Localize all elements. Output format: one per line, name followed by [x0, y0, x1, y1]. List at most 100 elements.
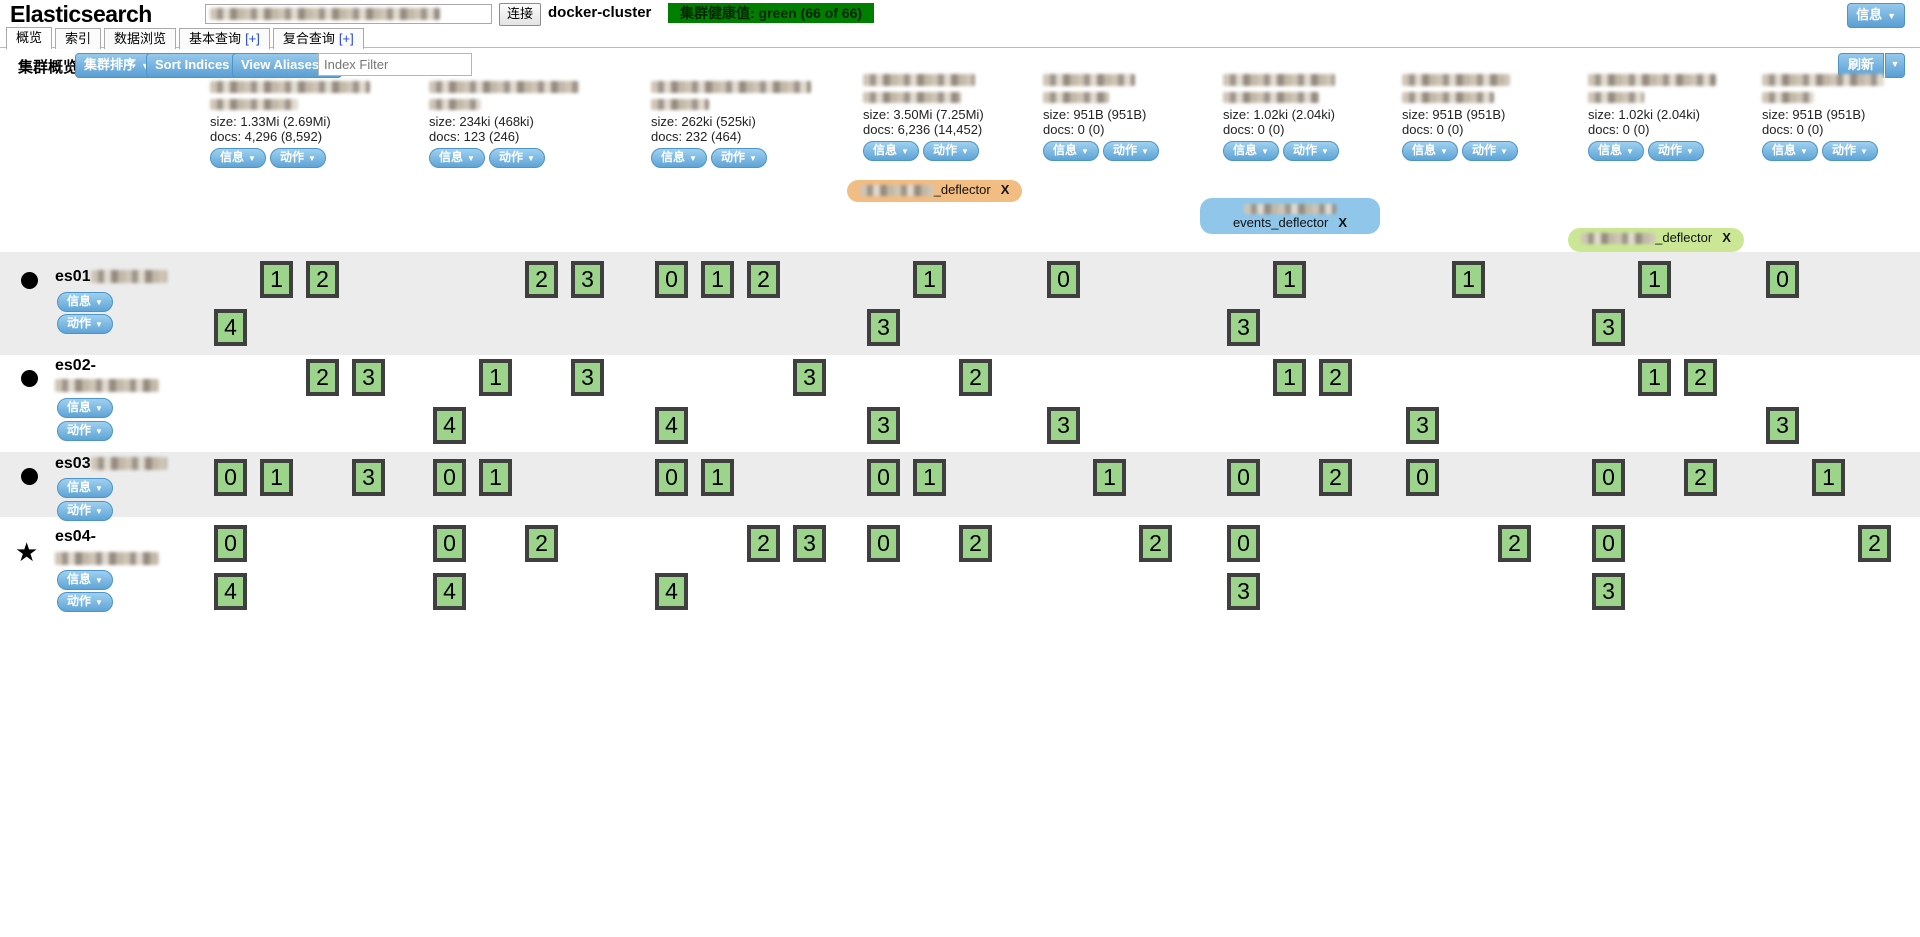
index-action-button[interactable]: 动作 ▼	[922, 141, 979, 161]
index-action-button[interactable]: 动作 ▼	[1647, 141, 1704, 161]
tab-2[interactable]: 索引	[55, 28, 102, 49]
shard-box-node4-index6-shard3[interactable]: 3	[1227, 573, 1260, 610]
shard-box-node3-index3-shard1[interactable]: 1	[701, 459, 734, 496]
shard-box-node4-index2-shard4[interactable]: 4	[433, 573, 466, 610]
index-action-button[interactable]: 动作 ▼	[1102, 141, 1159, 161]
shard-box-node3-index9-shard1[interactable]: 1	[1812, 459, 1845, 496]
index-info-button[interactable]: 信息 ▼	[1402, 141, 1458, 161]
shard-box-node1-index1-shard4[interactable]: 4	[214, 309, 247, 346]
shard-box-node2-index1-shard2[interactable]: 2	[306, 359, 339, 396]
shard-box-node2-index1-shard3[interactable]: 3	[352, 359, 385, 396]
shard-box-node2-index2-shard4[interactable]: 4	[433, 407, 466, 444]
shard-box-node4-index5-shard2[interactable]: 2	[1139, 525, 1172, 562]
shard-box-node3-index6-shard0[interactable]: 0	[1227, 459, 1260, 496]
index-action-button[interactable]: 动作 ▼	[1282, 141, 1339, 161]
node-info-button[interactable]: 信息 ▼	[57, 570, 113, 590]
index-action-button[interactable]: 动作 ▼	[1461, 141, 1518, 161]
shard-box-node2-index2-shard1[interactable]: 1	[479, 359, 512, 396]
shard-box-node1-index8-shard1[interactable]: 1	[1638, 261, 1671, 298]
node-name[interactable]: es04-	[55, 528, 96, 546]
shard-box-node4-index4-shard2[interactable]: 2	[959, 525, 992, 562]
shard-box-node1-index6-shard1[interactable]: 1	[1273, 261, 1306, 298]
alias-tag-3[interactable]: _deflector X	[1568, 228, 1744, 252]
shard-box-node3-index3-shard0[interactable]: 0	[655, 459, 688, 496]
index-name[interactable]	[1043, 71, 1163, 86]
index-name[interactable]	[651, 78, 811, 93]
index-action-button[interactable]: 动作 ▼	[1821, 141, 1878, 161]
shard-box-node4-index2-shard2[interactable]: 2	[525, 525, 558, 562]
index-name[interactable]	[210, 78, 370, 93]
shard-box-node2-index3-shard4[interactable]: 4	[655, 407, 688, 444]
index-name[interactable]	[863, 71, 984, 86]
shard-box-node4-index8-shard0[interactable]: 0	[1592, 525, 1625, 562]
shard-box-node4-index6-shard0[interactable]: 0	[1227, 525, 1260, 562]
node-name[interactable]: es02-	[55, 357, 96, 375]
shard-box-node4-index1-shard4[interactable]: 4	[214, 573, 247, 610]
shard-box-node1-index1-shard2[interactable]: 2	[306, 261, 339, 298]
index-info-button[interactable]: 信息 ▼	[1043, 141, 1099, 161]
shard-box-node2-index8-shard2[interactable]: 2	[1684, 359, 1717, 396]
shard-box-node3-index1-shard1[interactable]: 1	[260, 459, 293, 496]
shard-box-node3-index8-shard0[interactable]: 0	[1592, 459, 1625, 496]
shard-box-node1-index7-shard1[interactable]: 1	[1452, 261, 1485, 298]
alias-close-icon[interactable]: X	[1000, 182, 1010, 197]
shard-box-node1-index3-shard0[interactable]: 0	[655, 261, 688, 298]
index-info-button[interactable]: 信息 ▼	[1762, 141, 1818, 161]
shard-box-node2-index3-shard3[interactable]: 3	[793, 359, 826, 396]
node-info-button[interactable]: 信息 ▼	[57, 478, 113, 498]
index-name[interactable]	[429, 78, 579, 93]
shard-box-node1-index1-shard1[interactable]: 1	[260, 261, 293, 298]
shard-box-node2-index7-shard3[interactable]: 3	[1406, 407, 1439, 444]
index-info-button[interactable]: 信息 ▼	[651, 148, 707, 168]
shard-box-node4-index2-shard0[interactable]: 0	[433, 525, 466, 562]
index-action-button[interactable]: 动作 ▼	[269, 148, 326, 168]
index-info-button[interactable]: 信息 ▼	[429, 148, 485, 168]
shard-box-node1-index3-shard2[interactable]: 2	[747, 261, 780, 298]
shard-box-node2-index4-shard2[interactable]: 2	[959, 359, 992, 396]
shard-box-node3-index1-shard0[interactable]: 0	[214, 459, 247, 496]
shard-box-node2-index6-shard1[interactable]: 1	[1273, 359, 1306, 396]
shard-box-node3-index4-shard1[interactable]: 1	[913, 459, 946, 496]
shard-box-node4-index8-shard3[interactable]: 3	[1592, 573, 1625, 610]
shard-box-node2-index5-shard3[interactable]: 3	[1047, 407, 1080, 444]
index-info-button[interactable]: 信息 ▼	[1223, 141, 1279, 161]
shard-box-node4-index7-shard2[interactable]: 2	[1498, 525, 1531, 562]
shard-box-node4-index3-shard2[interactable]: 2	[747, 525, 780, 562]
shard-box-node2-index6-shard2[interactable]: 2	[1319, 359, 1352, 396]
shard-box-node4-index9-shard2[interactable]: 2	[1858, 525, 1891, 562]
shard-box-node1-index4-shard1[interactable]: 1	[913, 261, 946, 298]
node-info-button[interactable]: 信息 ▼	[57, 292, 113, 312]
node-action-button[interactable]: 动作 ▼	[57, 314, 113, 334]
shard-box-node1-index3-shard1[interactable]: 1	[701, 261, 734, 298]
node-action-button[interactable]: 动作 ▼	[57, 421, 113, 441]
shard-box-node1-index4-shard3[interactable]: 3	[867, 309, 900, 346]
connection-url-input[interactable]	[205, 4, 492, 24]
alias-tag-1[interactable]: _deflector X	[847, 180, 1022, 202]
shard-box-node4-index3-shard4[interactable]: 4	[655, 573, 688, 610]
node-action-button[interactable]: 动作 ▼	[57, 501, 113, 521]
alias-close-icon[interactable]: X	[1338, 215, 1348, 230]
index-info-button[interactable]: 信息 ▼	[863, 141, 919, 161]
shard-box-node3-index6-shard2[interactable]: 2	[1319, 459, 1352, 496]
topbar-info-button[interactable]: 信息 ▼	[1847, 3, 1905, 28]
shard-box-node2-index9-shard3[interactable]: 3	[1766, 407, 1799, 444]
shard-box-node3-index4-shard0[interactable]: 0	[867, 459, 900, 496]
index-info-button[interactable]: 信息 ▼	[1588, 141, 1644, 161]
index-action-button[interactable]: 动作 ▼	[488, 148, 545, 168]
shard-box-node4-index1-shard0[interactable]: 0	[214, 525, 247, 562]
shard-box-node1-index2-shard3[interactable]: 3	[571, 261, 604, 298]
shard-box-node4-index4-shard0[interactable]: 0	[867, 525, 900, 562]
index-name[interactable]	[1223, 71, 1343, 86]
shard-box-node1-index8-shard3[interactable]: 3	[1592, 309, 1625, 346]
tab-4[interactable]: 基本查询 [+]	[179, 28, 270, 49]
shard-box-node3-index7-shard0[interactable]: 0	[1406, 459, 1439, 496]
node-name[interactable]: es03	[55, 455, 167, 473]
shard-box-node4-index3-shard3[interactable]: 3	[793, 525, 826, 562]
index-filter-input[interactable]	[318, 53, 472, 76]
index-name[interactable]	[1588, 71, 1716, 86]
shard-box-node3-index8-shard2[interactable]: 2	[1684, 459, 1717, 496]
shard-box-node2-index4-shard3[interactable]: 3	[867, 407, 900, 444]
alias-tag-2[interactable]: events_deflector X	[1200, 198, 1380, 234]
shard-box-node3-index1-shard3[interactable]: 3	[352, 459, 385, 496]
shard-box-node1-index9-shard0[interactable]: 0	[1766, 261, 1799, 298]
